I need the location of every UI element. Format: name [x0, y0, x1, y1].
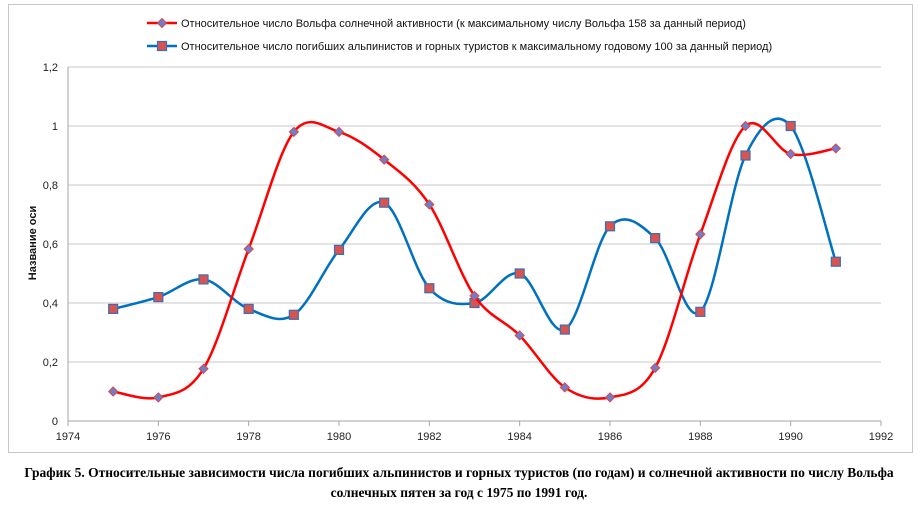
- y-tick-label: 0,8: [43, 180, 58, 192]
- x-tick-label: 1982: [417, 431, 441, 443]
- data-point: [559, 382, 571, 393]
- data-point: [333, 126, 345, 138]
- data-point: [604, 221, 616, 232]
- data-point: [559, 324, 570, 335]
- data-point: [424, 199, 435, 210]
- series-layer: [107, 117, 842, 403]
- legend-label: Относительное число погибших альпинистов…: [181, 41, 772, 53]
- data-point: [604, 392, 616, 403]
- data-point: [198, 274, 209, 285]
- data-point: [379, 197, 390, 208]
- y-tick-label: 1: [52, 121, 58, 133]
- data-point: [378, 154, 390, 165]
- data-point: [514, 330, 525, 341]
- data-point: [424, 283, 435, 294]
- chart-svg: 0 0,2 0,4 0,6 0,8 1 1,2 1974 1976 1978 1980 1982 198…: [8, 4, 913, 453]
- x-tick-label: 1974: [56, 431, 80, 443]
- data-point: [288, 126, 300, 138]
- data-point: [740, 150, 751, 161]
- y-tick-label: 0,2: [43, 357, 58, 369]
- data-point: [108, 303, 119, 314]
- series-line: [112, 120, 837, 400]
- figure-caption: График 5. Относительные зависимости числ…: [24, 465, 894, 500]
- x-tick-label: 1988: [688, 431, 712, 443]
- data-point: [514, 268, 525, 279]
- data-point: [153, 292, 164, 303]
- data-point: [695, 229, 706, 240]
- legend-label: Относительное число Вольфа солнечной акт…: [181, 18, 746, 30]
- chart-area-border: [8, 4, 913, 453]
- x-tick-label: 1990: [778, 431, 802, 443]
- y-tick-label: 0,4: [43, 298, 58, 310]
- legend-item: Относительное число Вольфа солнечной акт…: [147, 17, 746, 30]
- data-point: [830, 256, 841, 267]
- data-point: [153, 392, 164, 403]
- legend-item: Относительное число погибших альпинистов…: [147, 40, 772, 53]
- y-axis-label: Название оси: [27, 206, 39, 280]
- legend-marker: [156, 40, 168, 52]
- grid-layer: [68, 66, 881, 363]
- y-tick-label: 1,2: [43, 62, 58, 74]
- data-point: [695, 306, 706, 317]
- data-point: [740, 120, 751, 132]
- data-point: [243, 243, 254, 255]
- y-tick-label: 0,6: [43, 239, 58, 251]
- legend: Относительное число Вольфа солнечной акт…: [147, 17, 772, 53]
- x-tick-label: 1978: [236, 431, 260, 443]
- data-point: [785, 120, 796, 132]
- data-point: [288, 309, 299, 320]
- data-point: [785, 148, 796, 160]
- data-point: [649, 362, 661, 374]
- series-fatalities: [108, 117, 841, 335]
- axis-layer: 0 0,2 0,4 0,6 0,8 1 1,2 1974 1976 1978 1980 1982 198…: [43, 62, 894, 443]
- x-tick-label: 1992: [869, 431, 893, 443]
- data-point: [830, 143, 842, 154]
- x-tick-label: 1980: [327, 431, 351, 443]
- y-tick-label: 0: [52, 416, 58, 428]
- data-point: [107, 386, 119, 397]
- legend-marker: [156, 17, 168, 29]
- x-tick-label: 1984: [507, 431, 531, 443]
- data-point: [469, 290, 480, 302]
- data-point: [333, 244, 345, 255]
- x-tick-label: 1986: [598, 431, 622, 443]
- data-point: [650, 233, 661, 244]
- x-tick-label: 1976: [146, 431, 170, 443]
- series-wolf-number: [107, 120, 842, 403]
- data-point: [198, 363, 209, 374]
- data-point: [243, 303, 254, 314]
